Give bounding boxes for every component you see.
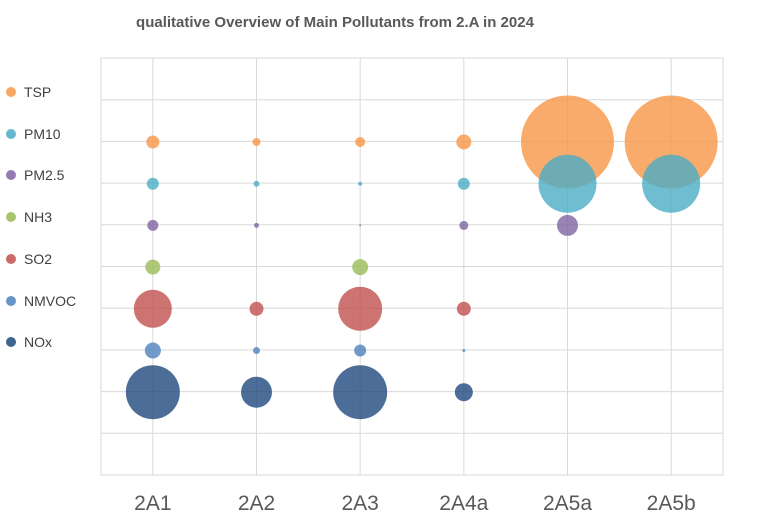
legend-label: NMVOC bbox=[24, 292, 77, 309]
bubble-tsp-2a5a bbox=[521, 95, 614, 189]
legend-item-nh3: NH3 bbox=[6, 207, 52, 227]
bubble-pm10-2a4a bbox=[457, 177, 470, 190]
legend-marker bbox=[6, 295, 16, 306]
bubble-pm25-2a5a bbox=[557, 214, 578, 236]
legend-marker bbox=[6, 87, 16, 97]
legend-item-pm10: PM10 bbox=[6, 124, 61, 144]
bubble-nox-2a3 bbox=[333, 365, 388, 420]
legend-marker bbox=[6, 170, 16, 181]
bubble-pm25-2a2 bbox=[254, 222, 259, 228]
bubble-pm10-2a2 bbox=[253, 180, 260, 187]
bubble-so2-2a1 bbox=[133, 289, 172, 328]
x-tick-label: 2A5b bbox=[647, 492, 696, 515]
bubble-tsp-2a4a bbox=[456, 134, 472, 150]
x-tick-label: 2A1 bbox=[134, 492, 171, 515]
bubble-nox-2a2 bbox=[241, 376, 272, 408]
bubble-tsp-2a3 bbox=[355, 137, 366, 147]
legend-item-nmvoc: NMVOC bbox=[6, 291, 76, 311]
bubble-pm25-2a3 bbox=[359, 224, 362, 227]
x-tick-label: 2A2 bbox=[238, 492, 275, 515]
legend-label: TSP bbox=[24, 84, 52, 100]
legend-item-pm25: PM2.5 bbox=[6, 165, 64, 185]
legend-item-so2: SO2 bbox=[6, 249, 52, 269]
bubble-tsp-2a2 bbox=[252, 138, 261, 146]
x-tick-label: 2A3 bbox=[341, 492, 378, 515]
bubble-pm10-2a5a bbox=[538, 154, 597, 213]
legend-label: SO2 bbox=[24, 250, 53, 267]
bubble-so2-2a2 bbox=[249, 301, 264, 316]
x-tick-label: 2A4a bbox=[439, 492, 488, 515]
x-tick-label: 2A5a bbox=[543, 492, 592, 515]
legend-item-tsp: TSP bbox=[6, 82, 51, 102]
bubble-nmvoc-2a3 bbox=[354, 344, 367, 357]
bubble-tsp-2a1 bbox=[146, 135, 160, 149]
legend-marker bbox=[6, 212, 16, 223]
bubble-nmvoc-2a1 bbox=[144, 342, 161, 359]
bubble-nh3-2a1 bbox=[145, 259, 161, 275]
chart-title: qualitative Overview of Main Pollutants … bbox=[136, 14, 534, 31]
legend-marker bbox=[6, 253, 16, 264]
bubble-so2-2a3 bbox=[338, 286, 383, 331]
bubble-pm10-2a5b bbox=[642, 154, 701, 213]
legend-marker bbox=[6, 128, 16, 139]
legend-label: NOx bbox=[24, 334, 52, 351]
bubble-pm25-2a4a bbox=[459, 220, 469, 230]
bubble-nmvoc-2a2 bbox=[253, 347, 260, 354]
legend-label: PM10 bbox=[24, 125, 61, 142]
bubble-pm25-2a1 bbox=[147, 219, 159, 231]
legend-label: NH3 bbox=[24, 209, 53, 226]
legend-item-nox: NOx bbox=[6, 332, 52, 352]
bubble-pm10-2a1 bbox=[146, 177, 159, 190]
bubble-pm10-2a3 bbox=[358, 181, 363, 186]
bubble-so2-2a4a bbox=[456, 301, 471, 316]
legend-label: PM2.5 bbox=[24, 167, 65, 184]
bubble-nox-2a4a bbox=[454, 383, 473, 402]
bubble-nmvoc-2a4a bbox=[462, 349, 466, 352]
bubble-nh3-2a4a bbox=[463, 266, 465, 268]
bubble-nh3-2a3 bbox=[352, 259, 369, 276]
bubble-tsp-2a5b bbox=[624, 95, 718, 189]
legend-marker bbox=[6, 337, 16, 348]
bubble-nox-2a1 bbox=[125, 365, 180, 420]
